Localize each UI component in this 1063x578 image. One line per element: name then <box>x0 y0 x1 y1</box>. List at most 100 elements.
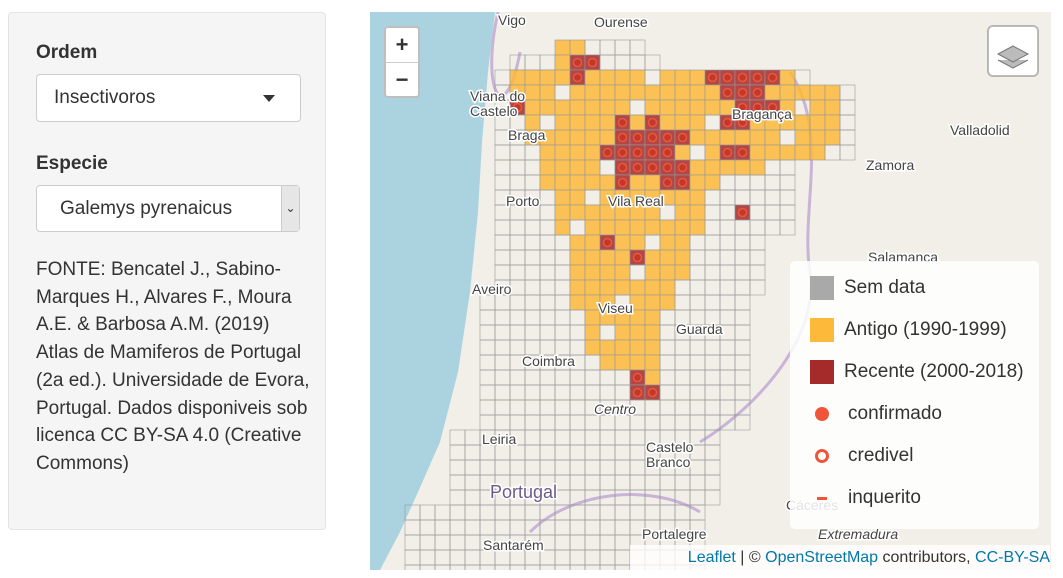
grid-cell <box>614 279 631 296</box>
grid-cell <box>629 279 646 296</box>
record-dot <box>752 102 763 113</box>
especie-select[interactable]: Galemys pyrenaicus ⌄ <box>36 185 300 232</box>
grid-cell <box>689 99 706 116</box>
grid-cell <box>569 129 586 146</box>
grid-cell <box>524 99 541 116</box>
attribution-link[interactable]: Leaflet <box>687 549 736 566</box>
grid-cell <box>644 354 661 371</box>
grid-cell <box>614 354 631 371</box>
grid-cell <box>554 69 571 86</box>
grid-cell <box>599 84 616 101</box>
grid-cell <box>704 144 721 161</box>
grid-cell <box>674 114 691 131</box>
ordem-select[interactable]: Insectivoros <box>36 74 301 122</box>
place-label: Portalegre <box>642 526 707 542</box>
place-label: Vigo <box>498 12 526 28</box>
attribution-link[interactable]: CC-BY-SA <box>975 549 1050 566</box>
grid-cell <box>539 99 556 116</box>
place-label: Ourense <box>594 14 648 30</box>
grid-cell <box>554 564 571 570</box>
record-dot <box>737 117 748 128</box>
grid-cell <box>584 279 601 296</box>
place-label: Porto <box>506 193 540 209</box>
grid-cell <box>524 84 541 101</box>
grid-cell <box>719 159 736 176</box>
record-dot <box>722 147 733 158</box>
legend-item: credivel <box>810 443 913 469</box>
legend-label: inquerito <box>848 487 921 508</box>
place-label: Portugal <box>490 482 557 502</box>
grid-cell <box>539 84 556 101</box>
record-dot <box>632 387 643 398</box>
place-label: Castelo <box>470 103 518 119</box>
layers-icon <box>996 45 1030 69</box>
place-label: Branco <box>646 454 691 470</box>
record-dot <box>572 57 583 68</box>
grid-cell <box>569 159 586 176</box>
grid-cell <box>614 69 631 86</box>
grid-cell <box>569 294 586 311</box>
grid-cell <box>629 84 646 101</box>
record-dot <box>707 72 718 83</box>
grid-cell <box>629 174 646 191</box>
grid-cell <box>734 414 751 431</box>
grid-cell <box>644 279 661 296</box>
attribution-link[interactable]: OpenStreetMap <box>765 549 879 566</box>
grid-cell <box>629 324 646 341</box>
grid-cell <box>794 129 811 146</box>
grid-cell <box>539 144 556 161</box>
grid-cell <box>644 294 661 311</box>
record-dot <box>737 102 748 113</box>
record-dot <box>512 102 523 113</box>
grid-cell <box>779 69 796 86</box>
place-label: Zamora <box>866 157 914 173</box>
record-dot <box>662 132 673 143</box>
zoom-out[interactable]: − <box>395 67 409 92</box>
grid-cell <box>569 174 586 191</box>
grid-cell <box>554 99 571 116</box>
record-dot <box>737 147 748 158</box>
record-dot <box>632 162 643 173</box>
legend-swatch <box>810 444 834 468</box>
grid-cell <box>464 564 481 570</box>
grid-cell <box>584 99 601 116</box>
grid-cell <box>584 264 601 281</box>
grid-cell <box>749 129 766 146</box>
grid-cell <box>569 99 586 116</box>
zoom-control: + − <box>384 26 420 98</box>
attribution-text: | © <box>735 549 766 566</box>
place-label: Valladolid <box>950 122 1010 138</box>
legend-label: Sem data <box>844 277 926 298</box>
record-dot <box>602 147 613 158</box>
especie-label: Especie <box>36 153 108 174</box>
grid-cell <box>419 564 436 570</box>
record-dot <box>767 102 778 113</box>
grid-cell <box>554 54 571 71</box>
grid-cell <box>644 264 661 281</box>
legend: Sem data Antigo (1990-1999) Recente (2000-… <box>790 261 1039 529</box>
grid <box>404 39 856 570</box>
record-dot <box>617 117 628 128</box>
grid-cell <box>614 564 631 570</box>
grid-cell <box>554 129 571 146</box>
grid-cell <box>839 144 856 161</box>
grid-cell <box>644 339 661 356</box>
record-dot <box>647 117 658 128</box>
grid-cell <box>569 264 586 281</box>
grid-cell <box>704 84 721 101</box>
dropdown-button[interactable]: ⌄ <box>281 186 299 231</box>
grid-cell <box>599 129 616 146</box>
grid-cell <box>584 204 601 221</box>
grid-cell <box>449 564 466 570</box>
legend-swatch <box>810 486 834 510</box>
grid-cell <box>584 159 601 176</box>
grid-cell <box>539 564 556 570</box>
grid-cell <box>599 354 616 371</box>
grid-cell <box>614 234 631 251</box>
place-label: Braga <box>508 127 546 143</box>
record-dot <box>617 147 628 158</box>
legend-item: inquerito <box>810 485 921 511</box>
zoom-in[interactable]: + <box>386 28 418 63</box>
